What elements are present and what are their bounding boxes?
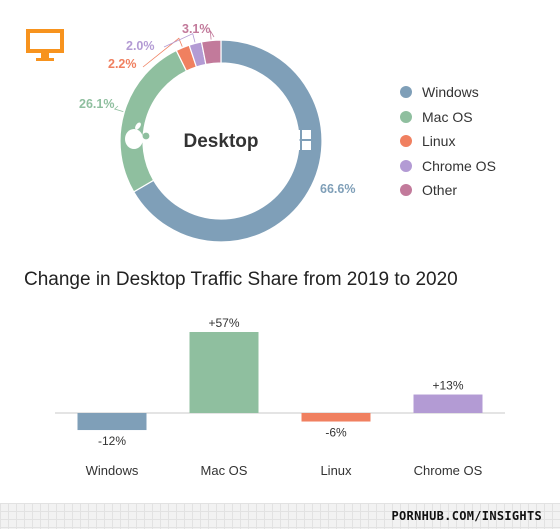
- bar-chrome-os: [413, 394, 483, 413]
- legend-item: Other: [400, 178, 496, 203]
- bar-chart: -12% Windows +57% Mac OS -6% Linux +13% Chrome …: [55, 316, 505, 478]
- footer: PORNHUB.COM/INSIGHTS: [0, 503, 560, 529]
- legend-item: Chrome OS: [400, 154, 496, 179]
- legend-item: Linux: [400, 129, 496, 154]
- monitor-icon: [26, 29, 64, 61]
- bar-windows: [77, 413, 147, 431]
- label-leader-line: [113, 105, 124, 113]
- bar-category-label: Windows: [86, 463, 139, 478]
- legend-label: Windows: [422, 84, 479, 101]
- donut-slice-windows: [132, 39, 323, 243]
- legend-swatch: [400, 110, 412, 123]
- bar-value-label: -6%: [325, 426, 347, 440]
- footer-brand: PORNHUB.COM/INSIGHTS: [391, 509, 542, 523]
- donut-slices: [119, 39, 323, 243]
- label-leader-line: [142, 37, 183, 68]
- legend-label: Linux: [422, 133, 456, 150]
- legend-swatch: [400, 135, 412, 148]
- bar-value-label: -12%: [98, 434, 126, 448]
- slice-labels: 66.6% 26.1% 2.2% 2.0% 3.1%: [79, 22, 355, 196]
- bar-marks: -12% Windows +57% Mac OS -6% Linux +13% Chrome …: [77, 316, 483, 478]
- legend-swatch: [400, 86, 412, 99]
- bar-category-label: Linux: [320, 463, 352, 478]
- bar-value-label: +13%: [432, 379, 463, 393]
- donut-center-label: Desktop: [184, 131, 259, 152]
- slice-value-label: 26.1%: [79, 97, 114, 111]
- label-leader-line: [209, 30, 215, 40]
- slice-value-label: 66.6%: [320, 182, 355, 196]
- bar-linux: [301, 413, 371, 422]
- label-leaders: [113, 30, 215, 113]
- legend-label: Mac OS: [422, 108, 473, 125]
- legend: Windows Mac OS Linux Chrome OS Other: [400, 80, 496, 203]
- legend-swatch: [400, 159, 412, 172]
- apple-logo-icon: [125, 122, 150, 149]
- bar-chart-title: Change in Desktop Traffic Share from 201…: [24, 269, 458, 290]
- bar-category-label: Mac OS: [201, 463, 248, 478]
- slice-value-label: 3.1%: [182, 22, 211, 36]
- bar-mac-os: [189, 332, 259, 413]
- slice-value-label: 2.2%: [108, 57, 137, 71]
- legend-swatch: [400, 184, 412, 197]
- donut-slice-other: [200, 39, 222, 66]
- legend-item: Windows: [400, 80, 496, 105]
- donut-chart: 66.6% 26.1% 2.2% 2.0% 3.1% Desktop: [26, 22, 355, 243]
- label-leader-line: [163, 33, 196, 48]
- bar-category-label: Chrome OS: [414, 463, 483, 478]
- donut-slice-mac-os: [119, 49, 188, 193]
- windows-logo-icon: [291, 130, 311, 150]
- slice-value-label: 2.0%: [126, 39, 155, 53]
- legend-label: Chrome OS: [422, 157, 496, 174]
- legend-item: Mac OS: [400, 105, 496, 130]
- bar-value-label: +57%: [208, 316, 239, 330]
- legend-label: Other: [422, 182, 458, 199]
